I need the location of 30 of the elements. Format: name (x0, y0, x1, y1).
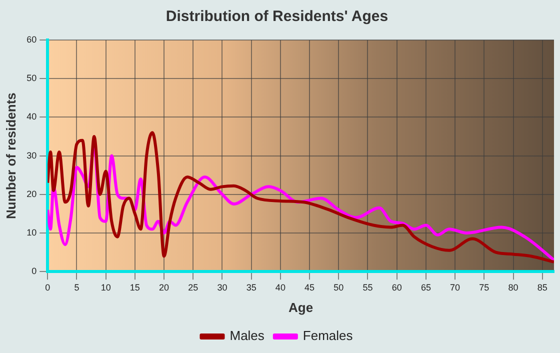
x-tick-label: 25 (188, 282, 198, 292)
x-axis-title: Age (288, 300, 314, 315)
legend-label: Females (302, 328, 354, 344)
y-tick-label: 10 (26, 227, 37, 238)
x-tick-label: 35 (246, 282, 256, 292)
x-tick-label: 80 (508, 282, 518, 292)
x-tick-label: 75 (479, 282, 490, 292)
y-axis-title: Number of residents (3, 92, 18, 220)
x-tick-label: 30 (217, 282, 228, 292)
x-tick-label: 40 (275, 282, 286, 292)
x-tick-label: 85 (537, 282, 548, 292)
x-tick-label: 0 (45, 282, 50, 292)
y-tick-label: 0 (32, 266, 37, 276)
y-tick-label: 30 (26, 150, 37, 160)
x-tick-label: 15 (130, 282, 140, 292)
x-tick-label: 10 (100, 282, 111, 292)
y-tick-label: 60 (26, 34, 37, 44)
legend-label: Males (230, 328, 265, 344)
chart-title: Distribution of Residents' Ages (166, 8, 388, 26)
y-tick-label: 20 (26, 188, 37, 199)
x-tick-label: 55 (362, 282, 373, 292)
x-tick-label: 20 (159, 282, 170, 292)
x-tick-label: 70 (450, 282, 460, 292)
x-tick-label: 65 (420, 282, 431, 292)
x-tick-label: 60 (392, 282, 402, 292)
x-tick-label: 5 (74, 282, 80, 292)
x-tick-label: 50 (334, 282, 344, 292)
y-tick-label: 50 (26, 73, 37, 84)
y-tick-label: 40 (26, 112, 37, 122)
x-tick-label: 45 (304, 282, 315, 292)
